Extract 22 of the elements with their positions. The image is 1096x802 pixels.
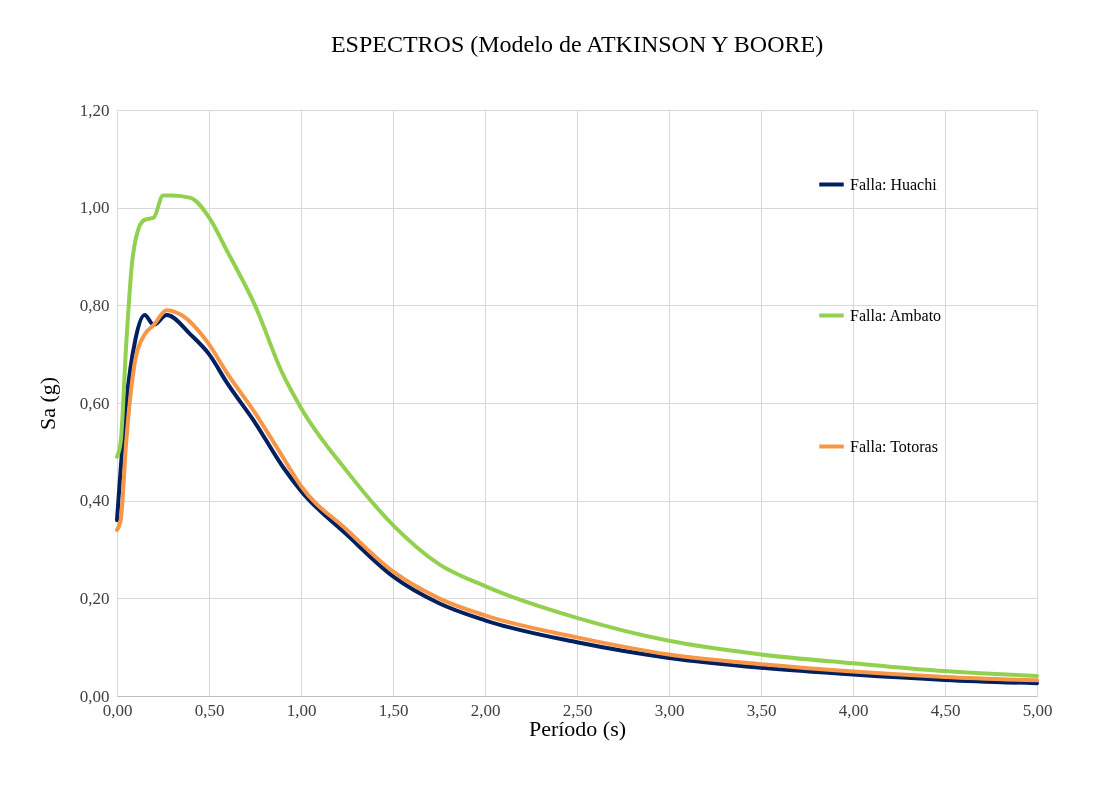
x-tick-label: 3,50	[746, 700, 777, 720]
x-tick-label: 2,00	[470, 700, 501, 720]
x-tick-label: 4,50	[930, 700, 961, 720]
legend-label: Falla: Ambato	[850, 306, 942, 324]
y-axis-title: Sa (g)	[34, 376, 60, 431]
x-tick-label: 1,00	[286, 700, 317, 720]
y-tick-label: 1,20	[79, 100, 110, 120]
y-tick-label: 1,00	[79, 198, 110, 218]
y-tick-label: 0,20	[79, 588, 110, 608]
y-tick-label: 0,00	[79, 686, 110, 706]
y-tick-label: 0,60	[79, 393, 110, 413]
x-tick-label: 4,00	[838, 700, 869, 720]
x-tick-label: 3,00	[654, 700, 685, 720]
y-tick-label: 0,40	[79, 491, 110, 511]
x-tick-label: 5,00	[1022, 700, 1053, 720]
y-tick-label: 0,80	[79, 295, 110, 315]
line-series	[115, 193, 1039, 678]
legend-label: Falla: Huachi	[850, 175, 938, 193]
legend-label: Falla: Totoras	[850, 437, 938, 455]
chart-title: ESPECTROS (Modelo de ATKINSON Y BOORE)	[330, 31, 824, 57]
x-tick-label: 1,50	[378, 700, 409, 720]
x-tick-label: 0,50	[194, 700, 225, 720]
